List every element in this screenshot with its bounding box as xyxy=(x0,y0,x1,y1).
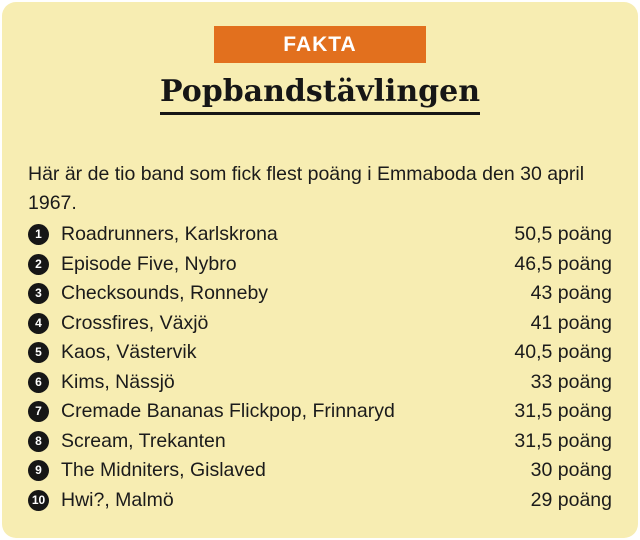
points: 43 poäng xyxy=(530,282,612,305)
band-name: Hwi?, Malmö xyxy=(61,488,174,511)
band-name: Scream, Trekanten xyxy=(61,429,226,452)
rank-badge: 9 xyxy=(28,460,49,482)
fakta-banner-label: FAKTA xyxy=(283,32,357,56)
rank-badge: 5 xyxy=(28,342,49,364)
points: 31,5 poäng xyxy=(514,400,612,423)
points: 33 poäng xyxy=(530,370,612,393)
band-name: Roadrunners, Karlskrona xyxy=(61,223,278,246)
band-name: Crossfires, Växjö xyxy=(61,311,209,334)
rank-badge: 10 xyxy=(28,489,49,511)
list-item: 5 Kaos, Västervik 40,5 poäng xyxy=(28,338,612,368)
list-item: 9 The Midniters, Gislaved 30 poäng xyxy=(28,456,612,486)
list-item: 8 Scream, Trekanten 31,5 poäng xyxy=(28,427,612,457)
list-item: 6 Kims, Nässjö 33 poäng xyxy=(28,368,612,398)
rank-badge: 4 xyxy=(28,312,49,334)
rank-badge: 2 xyxy=(28,253,49,275)
rank-badge: 7 xyxy=(28,401,49,423)
list-item: 4 Crossfires, Växjö 41 poäng xyxy=(28,309,612,339)
intro-text: Här är de tio band som fick flest poäng … xyxy=(28,162,585,214)
points: 29 poäng xyxy=(530,488,612,511)
page-title: Popbandstävlingen xyxy=(2,74,638,115)
list-item: 7 Cremade Bananas Flickpop, Frinnaryd 31,5… xyxy=(28,397,612,427)
band-name: Cremade Bananas Flickpop, Frinnaryd xyxy=(61,400,395,423)
page-title-text: Popbandstävlingen xyxy=(159,74,481,115)
rank-badge: 6 xyxy=(28,371,49,393)
band-name: Kaos, Västervik xyxy=(61,341,197,364)
list-item: 2 Episode Five, Nybro 46,5 poäng xyxy=(28,250,612,280)
points: 46,5 poäng xyxy=(514,252,612,275)
band-name: Kims, Nässjö xyxy=(61,370,175,393)
list-item: 3 Checksounds, Ronneby 43 poäng xyxy=(28,279,612,309)
band-name: Checksounds, Ronneby xyxy=(61,282,269,305)
points: 50,5 poäng xyxy=(514,223,612,246)
points: 40,5 poäng xyxy=(514,341,612,364)
band-name: Episode Five, Nybro xyxy=(61,252,237,275)
band-name: The Midniters, Gislaved xyxy=(61,459,266,482)
rank-badge: 1 xyxy=(28,224,49,246)
points: 31,5 poäng xyxy=(514,429,612,452)
list-item: 10 Hwi?, Malmö 29 poäng xyxy=(28,486,612,516)
ranking-list: 1 Roadrunners, Karlskrona 50,5 poäng 2 Episo… xyxy=(28,220,612,515)
rank-badge: 3 xyxy=(28,283,49,305)
fakta-banner: FAKTA xyxy=(214,26,426,63)
points: 41 poäng xyxy=(530,311,612,334)
rank-badge: 8 xyxy=(28,430,49,452)
points: 30 poäng xyxy=(530,459,612,482)
list-item: 1 Roadrunners, Karlskrona 50,5 poäng xyxy=(28,220,612,250)
